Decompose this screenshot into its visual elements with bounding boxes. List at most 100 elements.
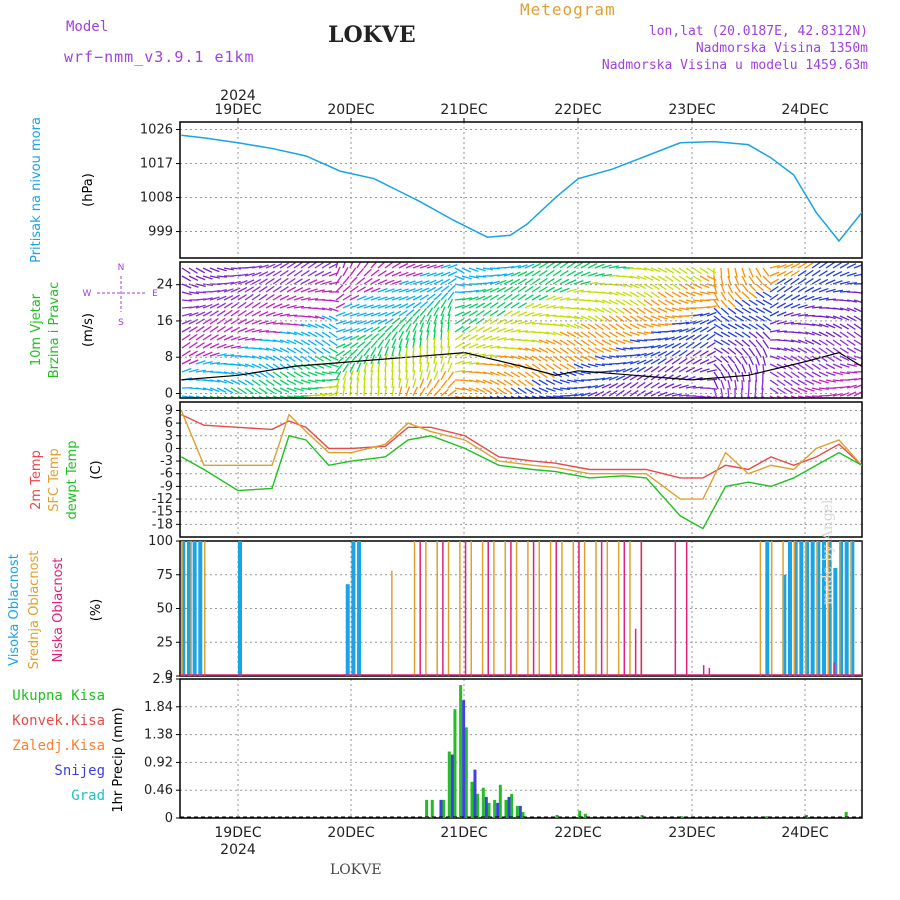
wind-barb-1490 bbox=[321, 385, 332, 389]
wind-barb-1187 bbox=[258, 363, 269, 370]
wind-barb-204 bbox=[237, 279, 248, 285]
wind-barb-523 bbox=[412, 301, 422, 309]
wind-barb-1569 bbox=[188, 395, 199, 398]
wind-barb-896 bbox=[279, 339, 290, 344]
wind-barb-561 bbox=[678, 307, 689, 311]
wind-barb-218 bbox=[335, 275, 343, 285]
wind-barb-927 bbox=[496, 336, 507, 341]
wind-barb-1089 bbox=[258, 355, 269, 361]
wind-barb-1395 bbox=[342, 370, 348, 381]
wind-barb-1192 bbox=[293, 363, 303, 371]
wind-barb-112 bbox=[279, 269, 289, 277]
wind-barb-494 bbox=[209, 303, 220, 309]
temp-ytick-label-0: 9 bbox=[165, 403, 173, 418]
wind-barb-662 bbox=[699, 312, 710, 317]
wind-barb-1545 bbox=[706, 387, 718, 390]
cloud-bar-1-6 bbox=[425, 541, 427, 676]
precip-bar-1-10 bbox=[893, 799, 896, 818]
wind-barb-781 bbox=[846, 323, 856, 330]
wind-barb-94 bbox=[839, 262, 850, 269]
wind-barb-972 bbox=[811, 339, 822, 346]
wind-barb-590 bbox=[195, 311, 206, 317]
wind-barb-49 bbox=[524, 263, 535, 269]
cloud-bar-1-29 bbox=[793, 541, 796, 676]
wind-barb-634 bbox=[503, 310, 513, 317]
wind-barb-1312 bbox=[447, 362, 453, 373]
wind-barb-1512 bbox=[475, 387, 486, 393]
wind-barb-1349 bbox=[706, 369, 717, 373]
wind-barb-1604 bbox=[433, 388, 442, 397]
wind-barb-1280 bbox=[223, 371, 234, 375]
wind-barb-682 bbox=[839, 315, 850, 321]
wind-barb-1500 bbox=[391, 377, 394, 389]
wind-barb-768 bbox=[755, 323, 765, 331]
wind-barb-148 bbox=[531, 270, 541, 277]
wind-barb-1027 bbox=[510, 347, 521, 350]
wind-ytick-label-3: 24 bbox=[156, 278, 173, 293]
wind-barb-286 bbox=[811, 278, 821, 285]
wind-barb-505 bbox=[286, 304, 297, 309]
cloud-bar-1-2 bbox=[190, 541, 192, 676]
wind-barb-1256 bbox=[741, 363, 747, 374]
wind-barb-524 bbox=[419, 301, 429, 309]
wind-barb-715 bbox=[384, 318, 394, 325]
wind-barb-272 bbox=[713, 283, 718, 294]
wind-barb-913 bbox=[398, 330, 405, 341]
wind-barb-790 bbox=[223, 326, 233, 333]
wind-barb-234 bbox=[447, 277, 457, 285]
wind-barb-1087 bbox=[244, 355, 255, 359]
wind-barb-745 bbox=[594, 323, 604, 331]
wind-barb-626 bbox=[447, 306, 452, 317]
wind-barb-1118 bbox=[461, 351, 472, 357]
wind-barb-1484 bbox=[279, 387, 290, 393]
wind-barb-214 bbox=[307, 279, 318, 285]
wind-barb-926 bbox=[489, 336, 500, 341]
wind-barb-1499 bbox=[384, 377, 387, 389]
wind-barb-1556 bbox=[783, 387, 793, 394]
cloud-bar-1-3 bbox=[203, 541, 206, 676]
wind-barb-1034 bbox=[559, 347, 569, 355]
cloud-bar-1-17 bbox=[549, 541, 552, 676]
wind-barb-188 bbox=[811, 269, 821, 277]
wind-barb-1059 bbox=[734, 347, 743, 356]
wind-barb-688 bbox=[195, 318, 205, 325]
wind-barb-788 bbox=[209, 325, 219, 333]
wind-barb-1261 bbox=[776, 363, 787, 370]
cloud-label-high: Visoka Oblacnost bbox=[7, 554, 22, 666]
wind-barb-335 bbox=[468, 289, 479, 293]
wind-barb-69 bbox=[664, 267, 675, 274]
wind-barb-758 bbox=[685, 320, 696, 325]
wind-barb-470 bbox=[727, 299, 736, 308]
wind-barb-1131 bbox=[552, 355, 562, 363]
wind-barb-143 bbox=[496, 273, 507, 277]
wind-barb-205 bbox=[244, 279, 255, 285]
wind-barb-1139 bbox=[608, 355, 619, 359]
wind-barb-158 bbox=[601, 274, 612, 277]
wind-barb-675 bbox=[790, 312, 801, 317]
wind-barb-1063 bbox=[762, 347, 768, 358]
wind-barb-118 bbox=[321, 271, 332, 277]
wind-barb-1560 bbox=[811, 387, 822, 391]
wind-barb-357 bbox=[622, 291, 633, 298]
wind-barb-181 bbox=[762, 275, 771, 284]
wind-barb-477 bbox=[776, 293, 786, 301]
wind-barb-1342 bbox=[657, 365, 667, 373]
wind-barb-721 bbox=[426, 314, 432, 325]
precip-bar-1-4 bbox=[484, 796, 488, 818]
wind-barb-1158 bbox=[741, 355, 748, 365]
precip-bar-0-1 bbox=[430, 799, 434, 818]
wind-barb-1515 bbox=[496, 387, 506, 395]
wind-barb-493 bbox=[202, 303, 213, 309]
wind-unit: (m/s) bbox=[81, 313, 96, 347]
wind-barb-1637 bbox=[664, 392, 675, 397]
wind-barb-1506 bbox=[433, 379, 440, 389]
wind-barb-1143 bbox=[636, 352, 647, 357]
wind-barb-991 bbox=[258, 347, 269, 351]
cloud-ytick-label-0: 0 bbox=[165, 669, 173, 684]
wind-barb-377 bbox=[762, 291, 772, 298]
wind-barb-1324 bbox=[531, 371, 541, 379]
wind-barb-744 bbox=[587, 323, 597, 330]
wind-barb-904 bbox=[335, 336, 346, 341]
cloud-ytick-label-3: 75 bbox=[156, 568, 173, 583]
wind-barb-711 bbox=[356, 320, 367, 325]
